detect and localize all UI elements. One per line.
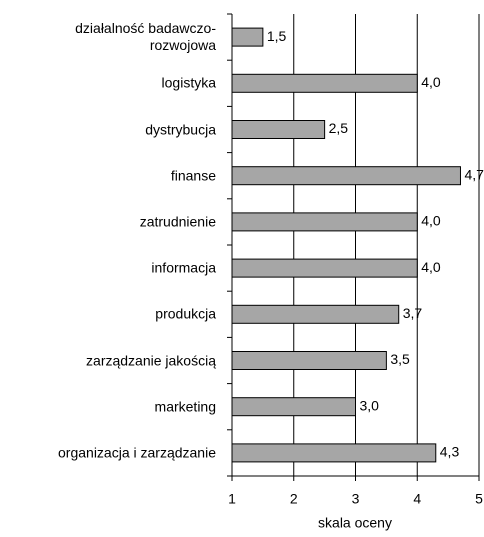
- value-label: 2,5: [329, 120, 349, 136]
- category-label: dystrybucja: [145, 121, 216, 137]
- value-label: 1,5: [267, 28, 287, 44]
- bar: [231, 120, 326, 139]
- value-label: 4,3: [440, 444, 460, 460]
- bar: [231, 258, 418, 278]
- x-tick-label: 5: [475, 491, 483, 507]
- bar: [231, 443, 437, 463]
- x-tick-label: 2: [290, 491, 298, 507]
- value-label: 3,0: [360, 397, 380, 413]
- bar: [231, 27, 264, 47]
- bar: [231, 73, 418, 93]
- value-label: 3,7: [403, 305, 423, 321]
- bar: [231, 166, 461, 186]
- x-axis-label: skala oceny: [318, 515, 392, 531]
- category-label: działalność badawczo-rozwojowa: [75, 20, 216, 54]
- category-label: zarządzanie jakością: [86, 352, 216, 368]
- value-label: 3,5: [390, 351, 410, 367]
- bar: [231, 212, 418, 232]
- value-label: 4,0: [421, 74, 441, 90]
- bar: [231, 351, 387, 370]
- category-label: organizacja i zarządzanie: [58, 444, 216, 461]
- bar: [231, 397, 356, 417]
- category-label: produkcja: [155, 305, 216, 322]
- bar: [231, 304, 400, 324]
- category-label: marketing: [154, 398, 216, 415]
- x-tick-label: 1: [228, 491, 236, 507]
- category-label: zatrudnienie: [139, 213, 216, 230]
- category-label: informacja: [151, 259, 216, 276]
- category-label: logistyka: [161, 74, 216, 91]
- x-tick-label: 4: [413, 491, 421, 507]
- x-tick-label: 3: [352, 491, 360, 507]
- value-label: 4,7: [464, 166, 484, 182]
- value-label: 4,0: [421, 213, 441, 229]
- value-label: 4,0: [421, 259, 441, 275]
- category-label: finanse: [170, 167, 216, 184]
